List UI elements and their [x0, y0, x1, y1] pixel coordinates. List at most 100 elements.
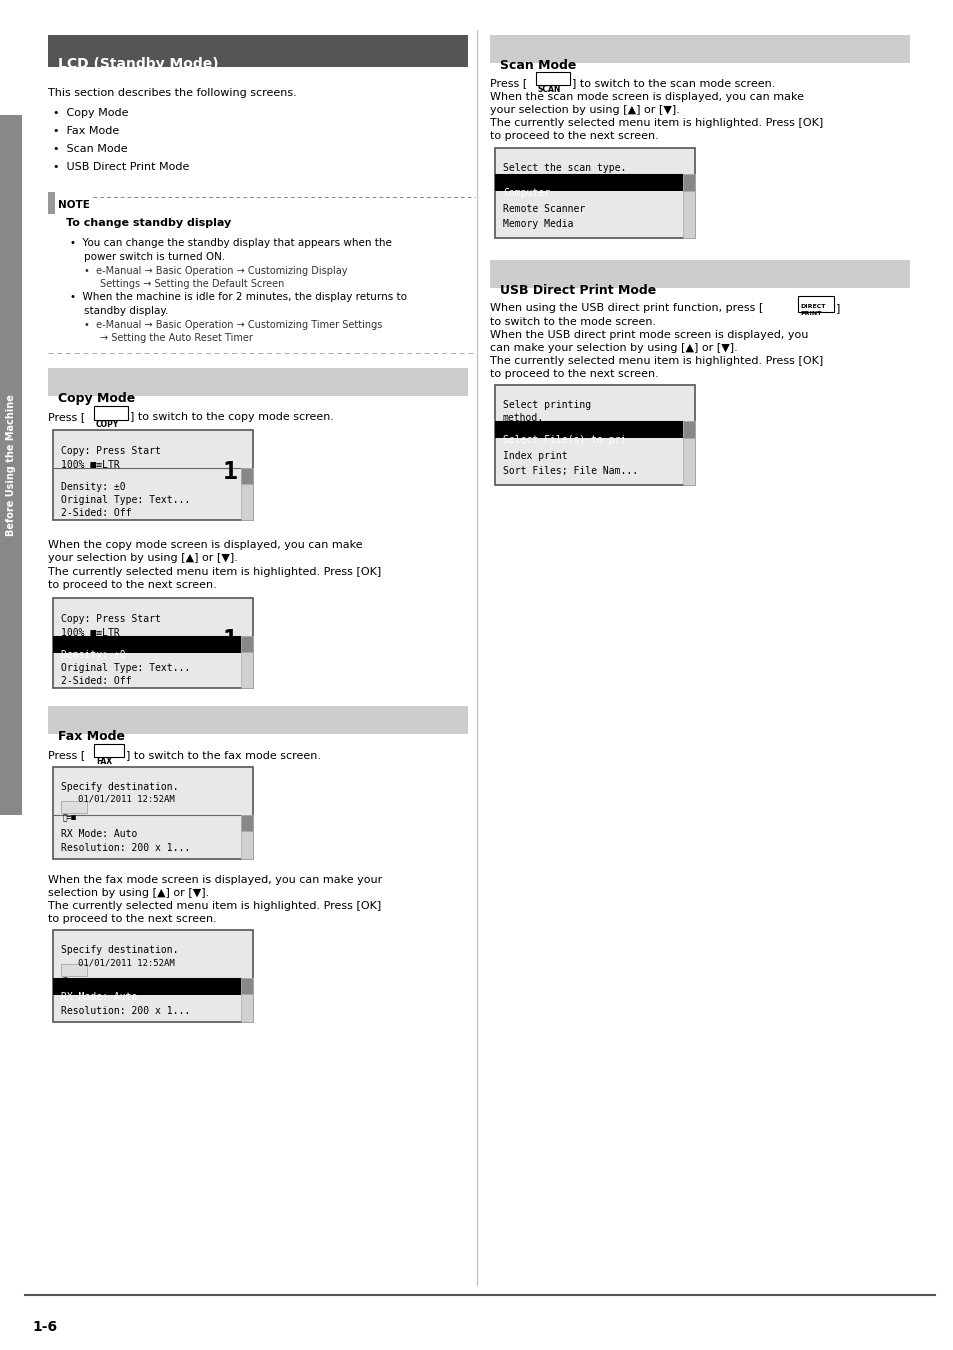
- Text: ]: ]: [835, 302, 840, 313]
- Text: 100% ■≡LTR: 100% ■≡LTR: [61, 628, 120, 639]
- Text: → Setting the Auto Reset Timer: → Setting the Auto Reset Timer: [100, 333, 253, 343]
- Text: Copy: Press Start: Copy: Press Start: [61, 614, 161, 624]
- Text: Fax Mode: Fax Mode: [58, 730, 125, 742]
- Text: When the copy mode screen is displayed, you can make: When the copy mode screen is displayed, …: [48, 540, 362, 549]
- Text: •  USB Direct Print Mode: • USB Direct Print Mode: [53, 162, 190, 171]
- Text: 1-6: 1-6: [32, 1320, 57, 1334]
- Text: •  Fax Mode: • Fax Mode: [53, 126, 119, 136]
- Text: your selection by using [▲] or [▼].: your selection by using [▲] or [▼].: [490, 105, 679, 115]
- Text: LCD (Standby Mode): LCD (Standby Mode): [58, 57, 218, 72]
- Text: RX Mode: Auto: RX Mode: Auto: [61, 992, 137, 1002]
- Text: Press [: Press [: [490, 78, 527, 88]
- Text: The currently selected menu item is highlighted. Press [OK]: The currently selected menu item is high…: [48, 567, 381, 576]
- Text: To change standby display: To change standby display: [66, 217, 231, 228]
- Text: ] to switch to the copy mode screen.: ] to switch to the copy mode screen.: [130, 412, 334, 423]
- Text: 2-Sided: Off: 2-Sided: Off: [61, 508, 132, 518]
- Text: RX Mode: Auto: RX Mode: Auto: [61, 829, 137, 838]
- Bar: [61, 964, 87, 976]
- Bar: [495, 421, 682, 437]
- Bar: [490, 261, 909, 288]
- Text: Copy: Press Start: Copy: Press Start: [61, 446, 161, 456]
- Text: Settings → Setting the Default Screen: Settings → Setting the Default Screen: [100, 279, 284, 289]
- Bar: [53, 930, 253, 1022]
- Bar: [53, 431, 253, 520]
- Text: •  e-Manual → Basic Operation → Customizing Timer Settings: • e-Manual → Basic Operation → Customizi…: [84, 320, 382, 329]
- Text: COPY: COPY: [96, 420, 119, 429]
- Bar: [682, 174, 695, 190]
- Text: 100% ■≡LTR: 100% ■≡LTR: [61, 460, 120, 470]
- Text: Resolution: 200 x 1...: Resolution: 200 x 1...: [61, 842, 190, 853]
- Text: selection by using [▲] or [▼].: selection by using [▲] or [▼].: [48, 888, 209, 898]
- Bar: [48, 192, 55, 215]
- Bar: [94, 744, 124, 757]
- Bar: [241, 977, 253, 1022]
- Text: Computer: Computer: [502, 188, 550, 198]
- Text: ⎙=■: ⎙=■: [63, 976, 77, 986]
- Bar: [61, 801, 87, 813]
- Text: •  When the machine is idle for 2 minutes, the display returns to: • When the machine is idle for 2 minutes…: [70, 292, 407, 302]
- Bar: [495, 174, 682, 190]
- Text: can make your selection by using [▲] or [▼].: can make your selection by using [▲] or …: [490, 343, 737, 352]
- Text: Index print: Index print: [502, 451, 567, 460]
- Bar: [241, 815, 253, 832]
- Text: Press [: Press [: [48, 412, 85, 423]
- Text: Select the scan type.: Select the scan type.: [502, 163, 626, 173]
- Bar: [0, 115, 22, 815]
- Bar: [48, 35, 468, 68]
- Bar: [94, 406, 128, 420]
- Text: ] to switch to the fax mode screen.: ] to switch to the fax mode screen.: [126, 751, 320, 760]
- Text: Specify destination.: Specify destination.: [61, 782, 178, 792]
- Text: Density: ±0: Density: ±0: [61, 649, 126, 660]
- Text: Before Using the Machine: Before Using the Machine: [6, 394, 16, 536]
- Text: Press [: Press [: [48, 751, 85, 760]
- Text: Memory Media: Memory Media: [502, 219, 573, 230]
- Bar: [241, 977, 253, 994]
- Bar: [53, 977, 241, 995]
- Text: to switch to the mode screen.: to switch to the mode screen.: [490, 317, 656, 327]
- Text: to proceed to the next screen.: to proceed to the next screen.: [48, 914, 216, 923]
- Text: When the fax mode screen is displayed, you can make your: When the fax mode screen is displayed, y…: [48, 875, 382, 886]
- Text: Specify destination.: Specify destination.: [61, 945, 178, 954]
- Text: Original Type: Text...: Original Type: Text...: [61, 663, 190, 674]
- Text: FAX: FAX: [96, 757, 112, 765]
- Text: power switch is turned ON.: power switch is turned ON.: [84, 252, 225, 262]
- Bar: [53, 767, 253, 859]
- Text: 2-Sided: Off: 2-Sided: Off: [61, 676, 132, 686]
- Text: SCAN: SCAN: [537, 85, 560, 94]
- Text: Copy Mode: Copy Mode: [58, 392, 135, 405]
- Bar: [682, 174, 695, 238]
- Bar: [241, 468, 253, 520]
- Text: When using the USB direct print function, press [: When using the USB direct print function…: [490, 302, 762, 313]
- Text: 1: 1: [223, 628, 237, 652]
- Bar: [241, 636, 253, 688]
- Text: your selection by using [▲] or [▼].: your selection by using [▲] or [▼].: [48, 554, 237, 563]
- Text: Sort Files; File Nam...: Sort Files; File Nam...: [502, 466, 638, 477]
- Text: standby display.: standby display.: [84, 306, 168, 316]
- Text: Select File(s) to pri: Select File(s) to pri: [502, 435, 626, 446]
- Text: Resolution: 200 x 1...: Resolution: 200 x 1...: [61, 1006, 190, 1017]
- Text: ] to switch to the scan mode screen.: ] to switch to the scan mode screen.: [572, 78, 775, 88]
- Text: The currently selected menu item is highlighted. Press [OK]: The currently selected menu item is high…: [48, 900, 381, 911]
- Text: This section describes the following screens.: This section describes the following scr…: [48, 88, 296, 99]
- Text: to proceed to the next screen.: to proceed to the next screen.: [490, 369, 659, 379]
- Text: The currently selected menu item is highlighted. Press [OK]: The currently selected menu item is high…: [490, 356, 822, 366]
- Bar: [682, 421, 695, 485]
- Text: Scan Mode: Scan Mode: [499, 59, 576, 72]
- Bar: [495, 148, 695, 238]
- Text: PRINT: PRINT: [800, 310, 821, 316]
- Text: 01/01/2011 12:52AM: 01/01/2011 12:52AM: [78, 795, 174, 805]
- Bar: [53, 636, 241, 653]
- Bar: [53, 598, 253, 688]
- Text: •  You can change the standby display that appears when the: • You can change the standby display tha…: [70, 238, 392, 248]
- Text: to proceed to the next screen.: to proceed to the next screen.: [48, 580, 216, 590]
- Text: Remote Scanner: Remote Scanner: [502, 204, 584, 215]
- Text: Original Type: Text...: Original Type: Text...: [61, 495, 190, 505]
- Text: ⎙=■: ⎙=■: [63, 813, 77, 822]
- Text: NOTE: NOTE: [58, 200, 90, 211]
- Text: •  Scan Mode: • Scan Mode: [53, 144, 128, 154]
- Text: Density: ±0: Density: ±0: [61, 482, 126, 491]
- Bar: [682, 421, 695, 437]
- Text: to proceed to the next screen.: to proceed to the next screen.: [490, 131, 659, 140]
- Bar: [241, 636, 253, 652]
- Bar: [536, 72, 569, 85]
